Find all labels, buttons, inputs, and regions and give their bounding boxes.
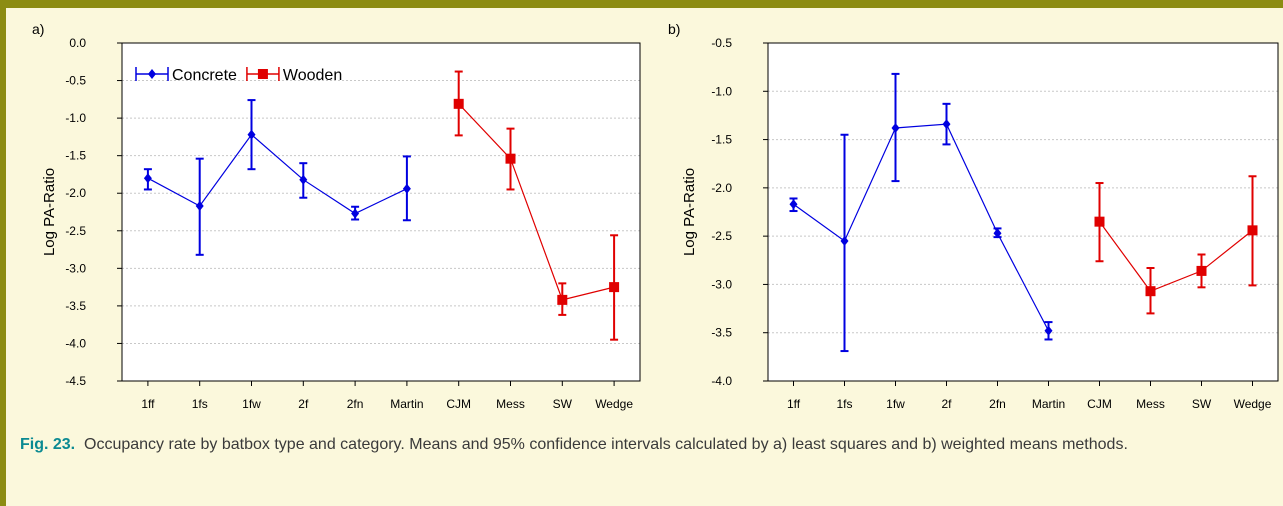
data-point xyxy=(1145,286,1156,297)
x-tick-label: 1ff xyxy=(141,397,155,411)
data-point xyxy=(840,235,849,246)
x-tick-label: 2f xyxy=(298,397,309,411)
x-tick-label: Martin xyxy=(390,397,423,411)
x-tick-label: Martin xyxy=(1032,397,1065,411)
legend-marker xyxy=(257,69,268,79)
series-line xyxy=(1099,221,1253,292)
data-point xyxy=(299,174,308,185)
y-tick-label: -2.5 xyxy=(711,229,732,243)
x-tick-label: 1ff xyxy=(787,397,801,411)
caption-label: Fig. 23. xyxy=(20,436,76,453)
caption-text: Occupancy rate by batbox type and catego… xyxy=(84,436,1128,453)
y-tick-label: -2.0 xyxy=(65,186,86,200)
y-tick-label: -1.5 xyxy=(711,133,732,147)
y-tick-label: -3.0 xyxy=(65,261,86,275)
data-point xyxy=(505,153,516,164)
x-tick-label: 2f xyxy=(941,397,952,411)
y-tick-label: 0.0 xyxy=(69,36,86,50)
x-tick-label: CJM xyxy=(446,397,471,411)
data-point xyxy=(351,208,360,219)
data-point xyxy=(891,122,900,133)
y-tick-label: -3.0 xyxy=(711,277,732,291)
data-point xyxy=(1094,216,1105,227)
x-tick-label: 1fs xyxy=(192,397,208,411)
y-tick-label: -4.0 xyxy=(65,336,86,350)
x-tick-label: Mess xyxy=(496,397,525,411)
data-point xyxy=(402,183,411,194)
series-line xyxy=(147,133,408,215)
data-point xyxy=(143,173,152,184)
plot-area xyxy=(122,43,640,381)
x-tick-label: SW xyxy=(1192,397,1212,411)
data-point xyxy=(453,98,464,109)
y-tick-label: -4.5 xyxy=(65,374,86,388)
x-tick-label: Wedge xyxy=(595,397,633,411)
x-tick-label: 1fw xyxy=(242,397,261,411)
x-tick-label: 2fn xyxy=(989,397,1006,411)
x-tick-label: 1fs xyxy=(836,397,852,411)
x-tick-label: 2fn xyxy=(347,397,364,411)
y-axis-title: Log PA-Ratio xyxy=(41,168,58,256)
data-point xyxy=(557,294,568,305)
x-tick-label: 1fw xyxy=(886,397,905,411)
y-tick-label: -2.5 xyxy=(65,224,86,238)
data-point xyxy=(1196,265,1207,276)
data-point xyxy=(195,200,204,211)
y-tick-label: -0.5 xyxy=(711,36,732,50)
x-tick-label: CJM xyxy=(1087,397,1112,411)
y-tick-label: -2.0 xyxy=(711,181,732,195)
plot-border xyxy=(121,42,641,382)
plot-border xyxy=(767,42,1279,382)
y-tick-label: -4.0 xyxy=(711,374,732,388)
panel-label: a) xyxy=(32,21,44,37)
y-tick-label: -3.5 xyxy=(711,326,732,340)
chart-panel-b: b) -0.5 -1.0 -1.5 -2.0 -2.5 -3.0 -3.5 -4.0 1ff 1fs… xyxy=(668,21,1279,411)
data-point xyxy=(993,228,1002,239)
data-point xyxy=(609,282,620,293)
y-tick-label: -0.5 xyxy=(65,74,86,88)
y-tick-label: -3.5 xyxy=(65,299,86,313)
figure-caption: Fig. 23. Occupancy rate by batbox type a… xyxy=(20,433,1280,457)
data-point xyxy=(942,119,951,130)
legend-label: Wooden xyxy=(283,67,342,84)
x-tick-label: Mess xyxy=(1136,397,1165,411)
series-line xyxy=(793,123,1050,332)
data-point xyxy=(789,199,798,210)
legend-marker xyxy=(148,69,156,79)
plot-area xyxy=(768,43,1278,381)
y-tick-label: -1.0 xyxy=(65,111,86,125)
panel-label: b) xyxy=(668,21,680,37)
legend-label: Concrete xyxy=(172,67,237,84)
data-point xyxy=(247,129,256,140)
data-point xyxy=(1044,325,1053,336)
y-tick-label: -1.5 xyxy=(65,149,86,163)
x-tick-label: SW xyxy=(553,397,573,411)
y-tick-label: -1.0 xyxy=(711,84,732,98)
data-point xyxy=(1247,225,1258,236)
x-tick-label: Wedge xyxy=(1234,397,1272,411)
series-line xyxy=(458,103,615,301)
y-axis-title: Log PA-Ratio xyxy=(681,168,698,256)
figure-panels: a) 0.0 -0.5 -1.0 -1.5 -2.0 -2.5 -3.0 -3.5 -4.0 -4.… xyxy=(12,16,1283,426)
chart-panel-a: a) 0.0 -0.5 -1.0 -1.5 -2.0 -2.5 -3.0 -3.5 -4.0 -4.… xyxy=(32,21,641,411)
